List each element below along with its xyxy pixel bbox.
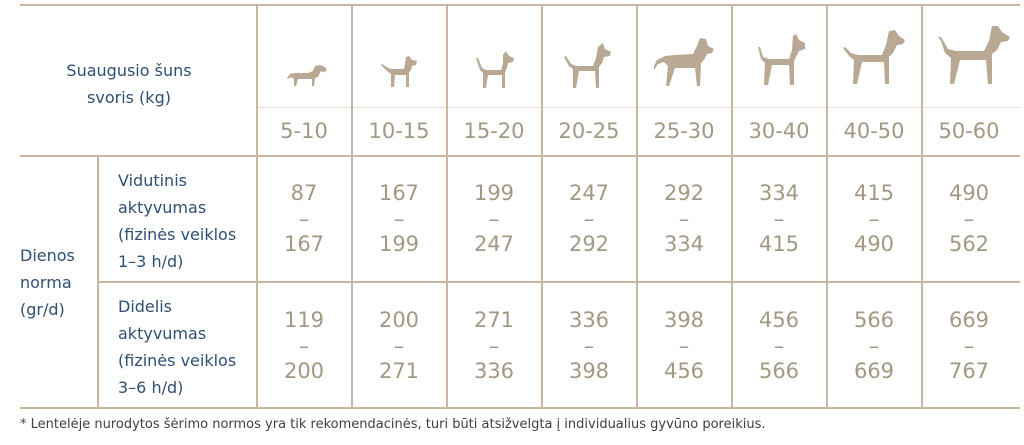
weight-range-10-15: 10-15	[368, 119, 430, 143]
weight-range-50-60: 50-60	[938, 119, 1000, 143]
terrier-dog-icon	[472, 50, 516, 90]
shepherd-dog-icon	[654, 38, 716, 88]
weight-header-title: Suaugusio šuns svoris (kg)	[20, 57, 238, 111]
value-from: 271	[473, 308, 515, 332]
value-to: 767	[948, 359, 990, 383]
value-to: 167	[283, 232, 325, 256]
weight-range-40-50: 40-50	[843, 119, 905, 143]
medium-dog-icon	[563, 42, 613, 90]
column-divider	[921, 4, 923, 407]
value-to: 562	[948, 232, 990, 256]
column-divider	[636, 4, 638, 407]
daily-norm-line2: norma	[20, 273, 72, 292]
row-label-line: 1–3 h/d)	[118, 252, 184, 271]
schnauzer-dog-icon	[752, 33, 808, 87]
daily-norm-line3: (gr/d)	[20, 300, 65, 319]
value-to: 456	[663, 359, 705, 383]
weight-header-line2: svoris (kg)	[87, 88, 171, 107]
value-from: 200	[378, 308, 420, 332]
table-top-border	[20, 4, 1020, 6]
row-label-line: aktyvumas	[118, 324, 207, 343]
value-to: 669	[853, 359, 895, 383]
value-from: 398	[663, 308, 705, 332]
value-to: 271	[378, 359, 420, 383]
value-from: 566	[853, 308, 895, 332]
value-from: 247	[568, 181, 610, 205]
column-divider	[541, 4, 543, 407]
weight-header-line1: Suaugusio šuns	[66, 61, 192, 80]
value-from: 167	[378, 181, 420, 205]
value-to: 398	[568, 359, 610, 383]
value-from: 669	[948, 308, 990, 332]
value-dash: –	[773, 207, 785, 231]
column-divider	[731, 4, 733, 407]
column-divider	[826, 4, 828, 407]
value-dash: –	[773, 334, 785, 358]
table-bottom-border	[20, 407, 1020, 409]
header-bottom-border	[20, 155, 1020, 157]
value-from: 456	[758, 308, 800, 332]
value-from: 119	[283, 308, 325, 332]
value-dash: –	[678, 334, 690, 358]
footnote: * Lentelėje nurodytos šėrimo normos yra …	[20, 417, 766, 432]
row-label-line: (fizinės veiklos	[118, 351, 237, 370]
row-divider	[98, 281, 1020, 283]
great-dane-icon	[932, 25, 1012, 87]
value-to: 336	[473, 359, 515, 383]
value-dash: –	[298, 207, 310, 231]
weight-range-25-30: 25-30	[653, 119, 715, 143]
label-column-divider	[97, 155, 99, 407]
pointer-dog-icon	[841, 29, 907, 87]
row-label-medium-activity: Vidutinis aktyvumas (fizinės veiklos 1–3…	[118, 167, 254, 275]
row-label-line: aktyvumas	[118, 198, 207, 217]
value-from: 292	[663, 181, 705, 205]
value-to: 247	[473, 232, 515, 256]
column-divider	[351, 4, 353, 407]
row-label-line: (fizinės veiklos	[118, 225, 237, 244]
value-dash: –	[868, 334, 880, 358]
value-to: 415	[758, 232, 800, 256]
column-divider	[446, 4, 448, 407]
row-label-line: 3–6 h/d)	[118, 378, 184, 397]
value-dash: –	[393, 334, 405, 358]
value-from: 87	[290, 181, 318, 205]
value-from: 199	[473, 181, 515, 205]
value-from: 336	[568, 308, 610, 332]
value-to: 490	[853, 232, 895, 256]
value-dash: –	[298, 334, 310, 358]
weight-range-20-25: 20-25	[558, 119, 620, 143]
value-dash: –	[678, 207, 690, 231]
value-dash: –	[963, 207, 975, 231]
value-from: 490	[948, 181, 990, 205]
row-label-line: Didelis	[118, 297, 172, 316]
small-dog-icon	[379, 54, 419, 88]
value-dash: –	[583, 207, 595, 231]
row-label-line: Vidutinis	[118, 171, 187, 190]
value-dash: –	[963, 334, 975, 358]
daily-norm-label: Dienos norma (gr/d)	[20, 242, 96, 323]
row-label-high-activity: Didelis aktyvumas (fizinės veiklos 3–6 h…	[118, 293, 254, 401]
weight-range-15-20: 15-20	[463, 119, 525, 143]
column-divider	[256, 4, 258, 407]
value-dash: –	[488, 207, 500, 231]
daily-norm-line1: Dienos	[20, 246, 75, 265]
dachshund-icon	[284, 62, 328, 88]
value-from: 415	[853, 181, 895, 205]
value-dash: –	[868, 207, 880, 231]
value-to: 199	[378, 232, 420, 256]
header-subdivider	[257, 107, 1020, 108]
value-to: 566	[758, 359, 800, 383]
weight-range-5-10: 5-10	[280, 119, 328, 143]
value-to: 200	[283, 359, 325, 383]
value-to: 334	[663, 232, 705, 256]
value-dash: –	[393, 207, 405, 231]
value-dash: –	[488, 334, 500, 358]
weight-range-30-40: 30-40	[748, 119, 810, 143]
value-from: 334	[758, 181, 800, 205]
value-to: 292	[568, 232, 610, 256]
value-dash: –	[583, 334, 595, 358]
